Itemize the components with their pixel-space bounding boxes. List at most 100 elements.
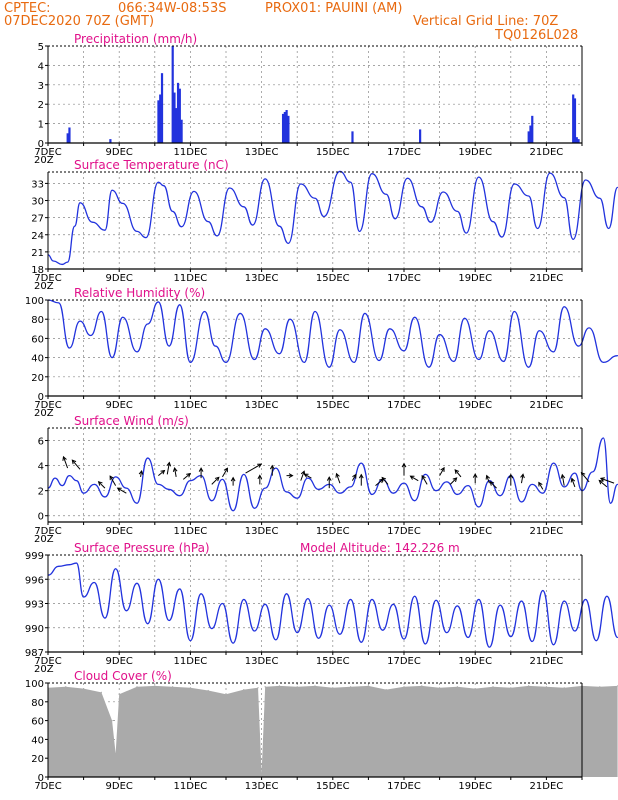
series-point: [296, 497, 298, 499]
series-point: [339, 492, 341, 494]
wind-arrow: [449, 477, 458, 485]
panel-title: Surface Wind (m/s): [74, 414, 189, 428]
y-tick-label: 0: [38, 392, 44, 403]
series-point: [181, 226, 182, 228]
series-point: [492, 221, 494, 223]
wind-arrow-shaft: [300, 471, 305, 481]
wind-arrow: [375, 478, 384, 487]
series-point: [136, 351, 138, 353]
precip-bar: [287, 115, 290, 143]
header-model-id: TQ0126L028: [494, 28, 578, 43]
panel-title: Cloud Cover (%): [74, 669, 172, 683]
wind-arrow-shaft: [109, 475, 117, 486]
cloud-point: [154, 685, 156, 687]
wind-arrow-head: [109, 475, 114, 481]
wind-arrow-head: [198, 467, 204, 472]
wind-arrow-shaft: [410, 475, 419, 482]
wind-arrow: [269, 464, 275, 476]
series-point: [104, 617, 106, 619]
x-tick-label: 21DEC: [530, 656, 564, 667]
y-tick-label: 996: [25, 575, 44, 586]
x-tick-label: 11DEC: [174, 526, 208, 537]
series-point: [296, 632, 298, 634]
wind-arrow: [520, 473, 525, 484]
cloud-point: [403, 686, 405, 688]
x-tick-label: 13DEC: [245, 400, 279, 411]
series-point: [553, 462, 555, 464]
series-point: [464, 317, 466, 319]
panel-subtitle: Model Altitude: 142.226 m: [300, 541, 460, 555]
series-point: [157, 483, 159, 485]
series-point: [528, 366, 530, 368]
series-point: [286, 593, 288, 595]
panel-6: 0 20 40 60 80 100 7DEC 9DEC 11DEC 13DEC 15DEC 17DEC…: [25, 669, 618, 792]
series-point: [232, 510, 234, 512]
series-point: [599, 197, 601, 199]
series-point: [323, 216, 325, 218]
series-point: [229, 187, 231, 189]
wind-arrow-head: [230, 476, 236, 482]
series-point: [239, 312, 241, 314]
y-tick-label: 100: [25, 679, 44, 690]
y-tick-label: 80: [31, 315, 44, 326]
series-point: [68, 564, 70, 566]
wind-arrow: [570, 477, 576, 488]
panel-1: 0 1 2 3 4 5 7DEC 9DEC 11DEC 13DEC 15DEC 17DEC 19DEC 2…: [34, 32, 583, 166]
series-line: [47, 170, 618, 266]
series-point: [145, 237, 147, 239]
wind-arrow: [300, 470, 306, 481]
wind-arrow-shaft: [581, 472, 590, 483]
series-point: [318, 637, 320, 639]
series-point: [168, 345, 170, 347]
series-point: [216, 235, 218, 237]
cloud-point: [439, 687, 441, 689]
x-tick-label: 17DEC: [387, 781, 421, 792]
series-point: [168, 619, 170, 621]
cloud-point: [296, 686, 298, 688]
precip-bar: [575, 137, 578, 143]
cloud-point: [599, 686, 601, 688]
series-point: [264, 328, 266, 330]
precip-bar: [283, 111, 286, 143]
series-point: [74, 225, 76, 227]
wind-arrow-shaft: [421, 475, 428, 485]
series-point: [510, 636, 512, 638]
series-point: [75, 562, 77, 564]
wind-arrow-head: [421, 474, 426, 480]
series-point: [68, 347, 70, 349]
y-tick-label: 1: [38, 120, 44, 131]
series-point: [243, 598, 245, 600]
y-tick-label: 3: [38, 81, 44, 92]
series-point: [100, 311, 102, 313]
series-point: [179, 588, 181, 590]
series-point: [79, 320, 81, 322]
y-tick-label: 18: [31, 265, 44, 276]
series-point: [563, 600, 565, 602]
header-location: PROX01: PAUINI (AM): [265, 1, 402, 16]
series-point: [553, 351, 555, 353]
wind-arrow: [71, 459, 81, 470]
x-tick-label: 13DEC: [245, 656, 279, 667]
wind-arrow-shaft: [182, 473, 191, 480]
series-point: [403, 350, 405, 352]
series-point: [58, 565, 60, 567]
wind-arrow: [599, 477, 615, 484]
cloud-point: [367, 685, 369, 687]
x-tick-label: 11DEC: [174, 273, 208, 284]
x-tick-label: 9DEC: [106, 400, 133, 411]
wind-arrow: [485, 474, 491, 484]
series-point: [68, 475, 70, 477]
wind-arrow-shaft: [598, 480, 608, 488]
wind-arrow-shaft: [449, 477, 457, 485]
series-point: [585, 179, 587, 181]
series-point: [563, 486, 565, 488]
x-tick-label: 21DEC: [530, 147, 564, 158]
x-overlap-label: 20Z: [34, 534, 54, 545]
wind-arrow-shaft: [117, 487, 127, 494]
series-point: [467, 636, 469, 638]
wind-arrow-head: [288, 473, 294, 478]
wind-arrow-head: [269, 464, 275, 470]
series-point: [115, 568, 117, 570]
series-point: [456, 605, 458, 607]
series-point: [93, 483, 95, 485]
